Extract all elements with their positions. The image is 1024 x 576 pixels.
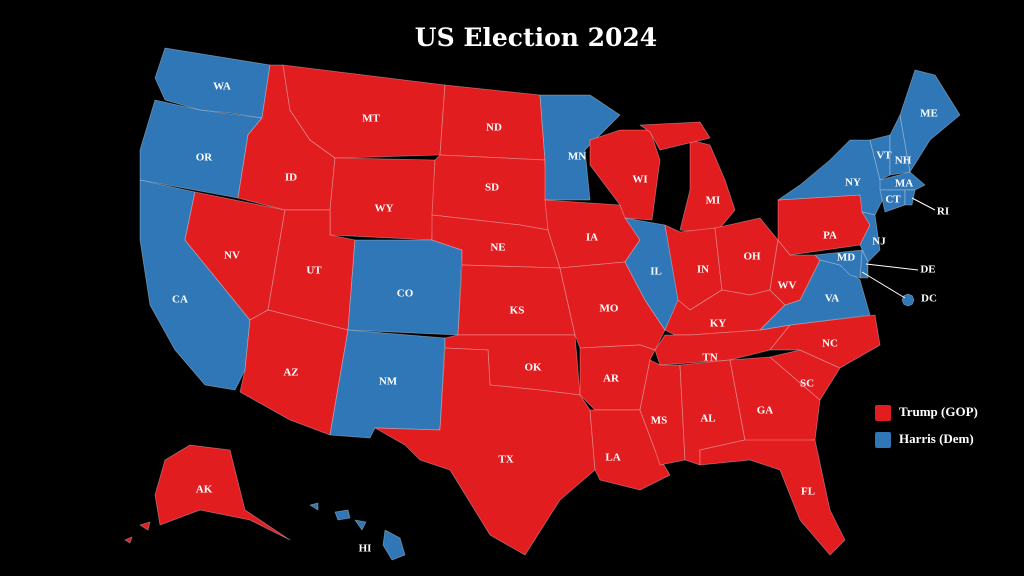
- leader-line: [861, 271, 906, 299]
- state-label: NV: [224, 250, 240, 262]
- state-label: NH: [895, 155, 912, 167]
- legend-swatch: [875, 432, 891, 448]
- state-shape: [354, 519, 367, 531]
- state-label: ND: [486, 122, 502, 134]
- state-label: AK: [196, 484, 213, 496]
- state-shape: [859, 249, 869, 279]
- state-label: GA: [757, 405, 774, 417]
- state-label: MS: [651, 415, 668, 427]
- state-label: NE: [490, 242, 505, 254]
- state-shape: [124, 536, 133, 544]
- leader-line: [865, 263, 919, 271]
- legend-label: Harris (Dem): [899, 431, 974, 446]
- state-label: OH: [743, 251, 761, 263]
- state-label: MI: [706, 195, 721, 207]
- legend-swatch: [875, 405, 891, 421]
- leader-line: [911, 197, 936, 211]
- state-shape: [814, 249, 863, 279]
- state-label: WI: [632, 174, 647, 186]
- leader-lines: [861, 197, 936, 299]
- state-label: MN: [568, 151, 586, 163]
- state-label: SD: [485, 182, 499, 194]
- state-label: ME: [920, 108, 938, 120]
- state-shape: [334, 509, 351, 521]
- state-label: NC: [822, 338, 838, 350]
- state-label: OK: [524, 362, 542, 374]
- state-label: SC: [800, 378, 814, 390]
- state-label: DE: [920, 264, 935, 276]
- state-label: WV: [778, 280, 797, 292]
- state-label: KS: [510, 305, 525, 317]
- state-label: VT: [876, 150, 892, 162]
- state-shape: [329, 157, 436, 241]
- state-label: KY: [710, 318, 727, 330]
- state-shape: [139, 179, 251, 391]
- state-label: CA: [172, 294, 188, 306]
- state-label: AR: [603, 373, 620, 385]
- state-shape: [589, 129, 661, 221]
- state-label: CT: [885, 194, 901, 206]
- state-label: MO: [600, 303, 619, 315]
- legend: Trump (GOP) Harris (Dem): [875, 404, 978, 448]
- state-label: TN: [702, 352, 717, 364]
- state-label: DC: [921, 293, 937, 305]
- state-shape: [154, 47, 271, 119]
- state-shape: [374, 347, 596, 556]
- state-label: UT: [306, 265, 322, 277]
- state-label: WA: [213, 81, 231, 93]
- state-label: NY: [845, 177, 861, 189]
- state-label: MT: [362, 113, 380, 125]
- state-shape: [901, 293, 915, 307]
- state-label: PA: [823, 230, 837, 242]
- state-shape: [639, 121, 711, 151]
- state-shape: [539, 94, 621, 201]
- state-shape: [769, 314, 881, 369]
- state-label: MD: [837, 252, 855, 264]
- states: [124, 47, 961, 561]
- state-shape: [154, 444, 291, 541]
- state-shape: [457, 264, 576, 336]
- state-shape: [879, 171, 926, 191]
- state-label: CO: [397, 288, 414, 300]
- state-label: HI: [359, 543, 372, 555]
- state-label: IL: [650, 266, 662, 278]
- state-label: MA: [895, 178, 913, 190]
- state-label: AL: [700, 413, 715, 425]
- state-shape: [309, 502, 319, 511]
- state-label: TX: [498, 454, 513, 466]
- state-label: ID: [285, 172, 297, 184]
- state-label: IN: [697, 264, 709, 276]
- state-shape: [904, 189, 916, 206]
- legend-label: Trump (GOP): [899, 404, 978, 419]
- state-label: VA: [825, 293, 840, 305]
- state-label: OR: [196, 152, 214, 164]
- state-label: NJ: [872, 236, 886, 248]
- state-label: AZ: [283, 367, 298, 379]
- map-title: US Election 2024: [415, 23, 657, 52]
- state-shape: [139, 521, 151, 531]
- state-label: WY: [375, 203, 394, 215]
- state-label: IA: [586, 232, 598, 244]
- state-shape: [699, 439, 846, 556]
- state-label: NM: [379, 376, 398, 388]
- state-shape: [382, 529, 406, 561]
- state-shape: [347, 239, 463, 336]
- state-label: FL: [801, 486, 815, 498]
- state-label: LA: [605, 452, 620, 464]
- state-labels: WA OR CA NV ID MT WY UT AZ CO NM ND SD NE KS OK TX MN IA MO…: [172, 81, 949, 555]
- state-label: RI: [937, 206, 949, 218]
